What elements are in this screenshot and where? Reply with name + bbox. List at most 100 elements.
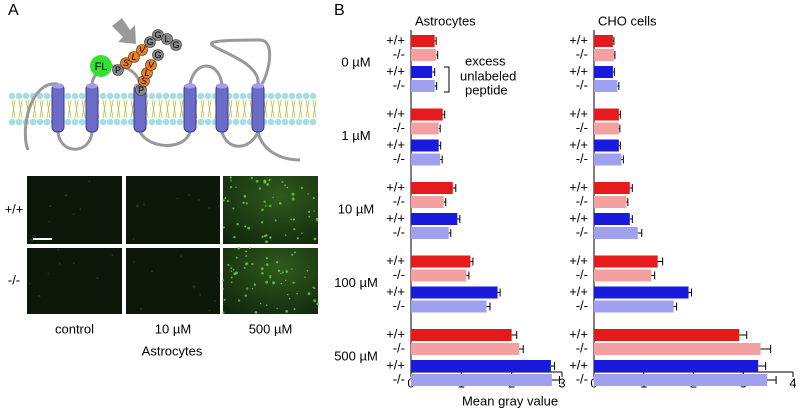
helix [183,83,197,133]
speckle [37,294,41,298]
speckle [265,280,269,284]
speckle [199,293,202,296]
error-bar [442,110,446,119]
error-bar [767,376,777,384]
speckle [223,298,226,301]
speckle [88,180,91,183]
error-bar [612,68,615,76]
lipid-head [99,92,107,100]
row-label: -/- [576,193,588,208]
lipid-tail [270,99,275,119]
lipid-head [127,92,135,100]
row-label: +/+ [569,357,588,372]
speckle [30,238,34,242]
bar [594,213,630,225]
lipid-tail [67,99,72,119]
lipid-tail [74,99,79,119]
row-label: +/+ [569,32,588,47]
bar [411,329,512,341]
row-label: -/- [576,267,588,282]
row-label: -/- [393,120,405,135]
lipid-head [155,92,163,100]
speckle [291,268,293,270]
lipid-head [148,118,156,126]
lipid-head [176,118,184,126]
bar [594,139,619,152]
row-label: +/+ [386,179,405,194]
lipid-head [8,118,16,126]
lipid-head [64,118,72,126]
bar [411,66,433,78]
lipid-tail [102,99,107,119]
speckle [264,204,267,207]
micrograph [27,248,122,314]
speckle [280,272,282,275]
speckle [188,194,190,196]
error-bar [457,215,461,223]
lipid-head [288,92,296,100]
helix-top [52,83,64,89]
row-label: +/+ [386,137,405,152]
lipid-tail [291,99,296,119]
row-label: -/- [393,340,405,355]
speckle [28,282,31,285]
helix-top [184,83,196,89]
speckle [245,262,249,266]
row-label: +/+ [569,284,588,299]
column-label: 10 µM [155,321,191,336]
bar [411,286,498,299]
helix-top [216,83,228,89]
row-label: -/- [576,371,588,386]
error-bar [618,110,621,119]
lipid-head [302,92,310,100]
residue [136,44,148,56]
lipid-tail [312,99,317,119]
residue-label: S [141,76,147,86]
speckle [248,246,252,250]
speckle [96,276,99,280]
bar [594,227,638,239]
speckle [230,281,233,284]
speckle [243,266,246,269]
lipid-head [22,92,30,100]
x-axis-label: Mean gray value [462,393,558,408]
row-label: +/+ [569,63,588,78]
bar [411,108,443,121]
bar [594,153,622,166]
lipid-head [99,118,107,126]
lipid-head [239,92,247,100]
row-label: +/+ [386,32,405,47]
micrograph [27,176,122,244]
helix-top [86,83,98,89]
error-bar [629,184,633,192]
row-label: +/+ [5,201,24,216]
speckle [291,192,295,196]
speckle [259,302,262,305]
lipid-head [197,118,205,126]
lipid-head [120,118,128,126]
lipid-head [197,92,205,100]
error-bar [551,376,560,384]
speckle [307,292,311,295]
speckle [197,198,200,201]
x-tick-label: 3 [558,375,565,390]
speckle [260,221,264,224]
residue [144,36,156,48]
lipid-head [239,118,247,126]
lipid-tail [284,99,289,119]
lipid-head [295,118,303,126]
lipid-head [127,118,135,126]
error-bar [470,257,474,266]
row-label: -/- [393,151,405,166]
speckle [255,179,259,183]
speckle [47,273,49,275]
speckle [33,234,36,237]
lipid-head [113,118,121,126]
speckle [261,235,264,238]
speckle [296,237,299,240]
speckle [247,226,251,230]
lipid-head [204,118,212,126]
speckle [261,208,264,212]
residue-label: G [172,40,179,50]
speckle [57,249,60,251]
